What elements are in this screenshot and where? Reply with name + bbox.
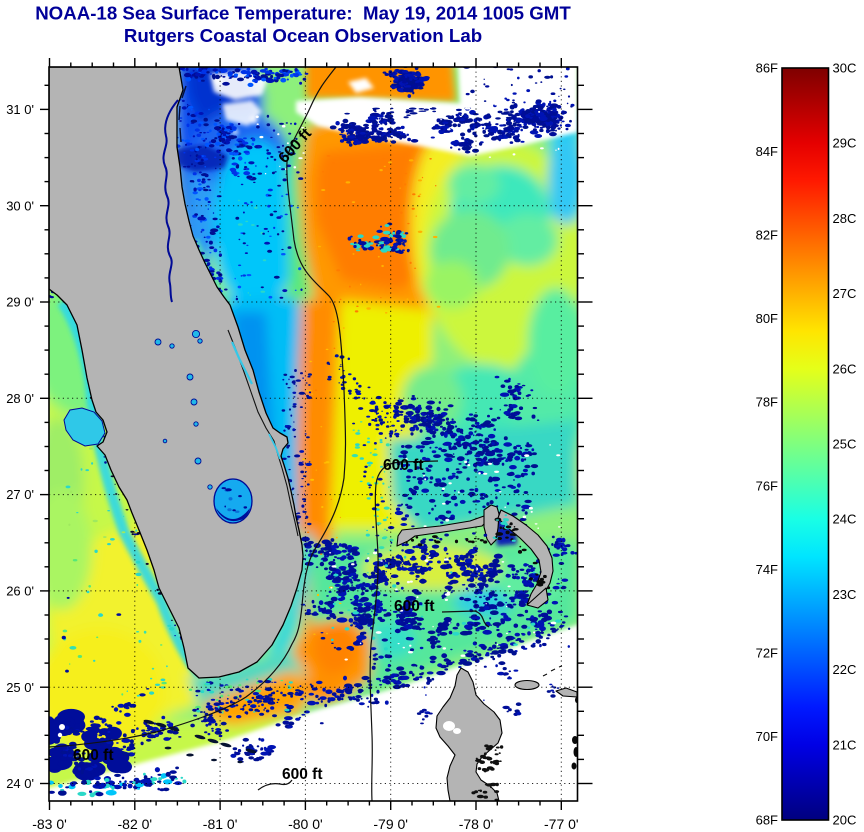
svg-text:31 0': 31 0' [6, 102, 34, 117]
svg-text:23C: 23C [833, 587, 857, 602]
svg-text:Rutgers Coastal Ocean Observat: Rutgers Coastal Ocean Observation Lab [124, 25, 482, 46]
svg-text:30 0': 30 0' [6, 198, 34, 213]
svg-text:-83 0': -83 0' [32, 816, 67, 832]
svg-text:600 ft: 600 ft [282, 766, 323, 783]
svg-text:24 0': 24 0' [6, 776, 34, 791]
svg-text:25 0': 25 0' [6, 680, 34, 695]
svg-text:600 ft: 600 ft [394, 598, 435, 615]
svg-text:-80 0': -80 0' [288, 816, 323, 832]
svg-text:24C: 24C [833, 512, 857, 527]
svg-text:29C: 29C [833, 136, 857, 151]
svg-text:68F: 68F [756, 813, 778, 828]
svg-text:-81 0': -81 0' [203, 816, 238, 832]
svg-text:20C: 20C [833, 813, 857, 828]
svg-text:86F: 86F [756, 61, 778, 76]
svg-text:NOAA-18 Sea Surface Temperatur: NOAA-18 Sea Surface Temperature: May 19,… [35, 3, 571, 24]
svg-text:21C: 21C [833, 737, 857, 752]
svg-text:600 ft: 600 ft [383, 457, 424, 474]
svg-text:80F: 80F [756, 311, 778, 326]
svg-text:26 0': 26 0' [6, 584, 34, 599]
svg-text:-78 0': -78 0' [459, 816, 494, 832]
svg-text:78F: 78F [756, 395, 778, 410]
svg-text:28 0': 28 0' [6, 391, 34, 406]
svg-text:27 0': 27 0' [6, 487, 34, 502]
svg-text:600 ft: 600 ft [73, 747, 114, 764]
svg-text:28C: 28C [833, 211, 857, 226]
svg-text:82F: 82F [756, 228, 778, 243]
svg-text:22C: 22C [833, 662, 857, 677]
svg-text:72F: 72F [756, 645, 778, 660]
svg-text:74F: 74F [756, 562, 778, 577]
svg-text:30C: 30C [833, 61, 857, 76]
svg-text:26C: 26C [833, 361, 857, 376]
svg-text:70F: 70F [756, 729, 778, 744]
svg-text:-79 0': -79 0' [373, 816, 408, 832]
svg-text:27C: 27C [833, 286, 857, 301]
svg-text:25C: 25C [833, 437, 857, 452]
svg-text:29 0': 29 0' [6, 295, 34, 310]
svg-text:-82 0': -82 0' [118, 816, 153, 832]
svg-text:-77 0': -77 0' [544, 816, 579, 832]
svg-text:84F: 84F [756, 144, 778, 159]
svg-text:76F: 76F [756, 478, 778, 493]
